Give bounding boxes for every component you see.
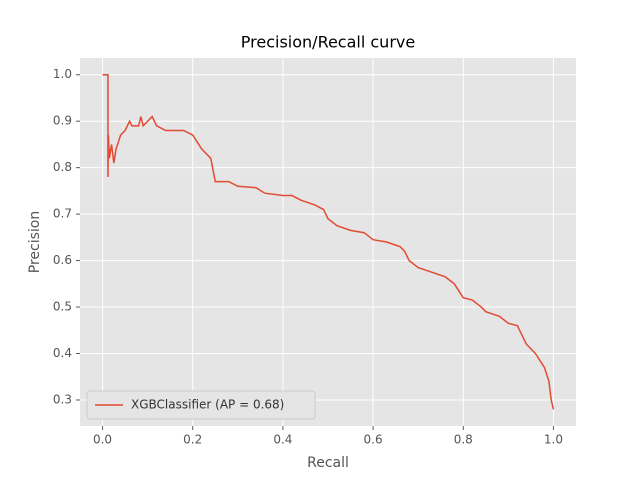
y-tick-label: 0.4 [53,346,72,360]
x-axis-label: Recall [307,455,349,471]
y-tick-label: 0.6 [53,253,72,267]
legend-box [86,390,316,420]
legend-label: XGBClassifier (AP = 0.68) [131,398,284,412]
y-tick-label: 0.9 [53,114,72,128]
y-tick-label: 0.8 [53,160,72,174]
x-tick-label: 0.4 [273,433,292,447]
y-tick-label: 0.5 [53,300,72,314]
plot-area [80,58,576,426]
y-axis-label: Precision [27,211,43,273]
x-tick-label: 0.6 [364,433,383,447]
y-tick-label: 0.7 [53,207,72,221]
x-tick-label: 0.8 [454,433,473,447]
chart-title: Precision/Recall curve [241,33,415,52]
x-tick-label: 0.2 [183,433,202,447]
x-tick-label: 0.0 [93,433,112,447]
x-tick-label: 1.0 [544,433,563,447]
y-tick-label: 1.0 [53,67,72,81]
y-tick-label: 0.3 [53,392,72,406]
line [102,73,555,410]
